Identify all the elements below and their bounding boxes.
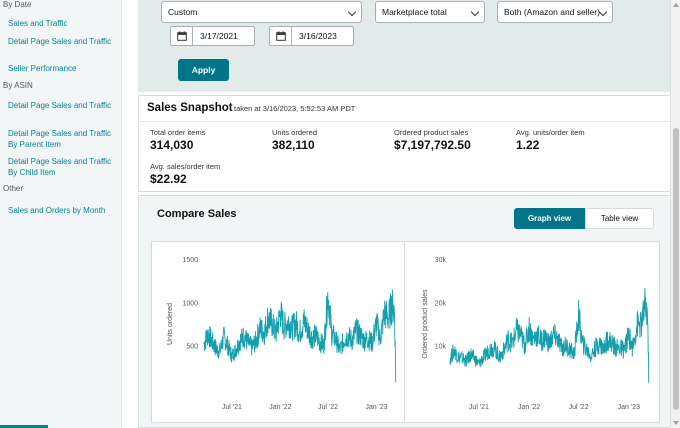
x-tick-label: Jul '22 <box>569 404 589 411</box>
metric-value: $22.92 <box>150 172 187 186</box>
metric-value: 1.22 <box>516 138 540 152</box>
y-tick-label: 30k <box>435 257 447 264</box>
sidebar-heading-other: Other <box>3 184 24 193</box>
metric-total-order-items: Total order items 314,030 <box>150 128 205 152</box>
metric-label: Avg. sales/order item <box>150 162 221 171</box>
x-tick-label: Jul '21 <box>222 404 242 411</box>
ordered-product-sales-chart-svg: 10k 20k 30k Ordered product sales Jul '21 Jan… <box>422 257 650 411</box>
table-view-button[interactable]: Table view <box>585 208 654 229</box>
graph-view-button[interactable]: Graph view <box>514 208 585 229</box>
compare-sales-title: Compare Sales <box>157 208 237 220</box>
sales-breakdown-value: Marketplace total <box>382 7 447 17</box>
metric-value: 382,110 <box>272 138 315 152</box>
metric-units-ordered: Units ordered 382,110 <box>272 128 317 152</box>
metric-label: Avg. units/order item <box>516 128 585 137</box>
metric-ordered-product-sales: Ordered product sales $7,197,792.50 <box>394 128 471 152</box>
sidebar-link-sales-orders-by-month[interactable]: Sales and Orders by Month <box>8 206 106 215</box>
y-tick-label: 20k <box>435 300 447 307</box>
start-date-field[interactable]: 3/17/2021 <box>170 26 255 46</box>
chevron-down-icon <box>347 7 357 17</box>
chevron-down-icon <box>470 7 480 17</box>
calendar-icon[interactable] <box>270 27 292 45</box>
snapshot-title: Sales Snapshot <box>147 102 233 114</box>
y-tick-label: 1000 <box>182 300 198 307</box>
fulfillment-value: Both (Amazon and seller) <box>504 7 600 17</box>
y-axis-label: Ordered product sales <box>422 289 429 359</box>
metric-avg-units-per-order-item: Avg. units/order item 1.22 <box>516 128 585 152</box>
y-tick-label: 10k <box>435 344 447 351</box>
date-range-value: Custom <box>168 7 198 17</box>
metric-label: Ordered product sales <box>394 128 469 137</box>
sidebar-heading-by-asin: By ASIN <box>3 81 33 90</box>
apply-button[interactable]: Apply <box>178 59 229 81</box>
metric-label: Units ordered <box>272 128 318 137</box>
metric-value: 314,030 <box>150 138 194 152</box>
filter-panel: Custom Marketplace total Both (Amazon an… <box>138 0 671 92</box>
main-content: Custom Marketplace total Both (Amazon an… <box>122 0 671 428</box>
series-line <box>203 289 397 383</box>
x-tick-label: Jan '22 <box>269 404 291 411</box>
date-range-select[interactable]: Custom <box>161 1 362 23</box>
x-tick-label: Jan '23 <box>618 404 640 411</box>
chevron-down-icon <box>598 7 608 17</box>
sidebar-link-seller-performance[interactable]: Seller Performance <box>8 64 77 73</box>
sales-snapshot-panel: Sales Snapshot taken at 3/16/2023, 5:52:… <box>138 95 671 192</box>
x-tick-label: Jan '22 <box>518 404 540 411</box>
sidebar-heading-by-date: By Date <box>3 0 32 9</box>
units-ordered-chart: 500 1000 1500 Units ordered Jul '21 Jan '22 Ju… <box>151 241 405 423</box>
x-tick-label: Jul '21 <box>469 404 489 411</box>
sidebar-link-asin-child-item[interactable]: Detail Page Sales and Traffic By Child I… <box>8 157 112 177</box>
page-scrollbar[interactable] <box>670 0 680 428</box>
compare-sales-panel: Compare Sales Graph view Table view 500 1… <box>138 195 671 428</box>
snapshot-timestamp: taken at 3/16/2023, 5:52:53 AM PDT <box>234 104 356 113</box>
start-date-value: 3/17/2021 <box>200 31 238 41</box>
sidebar: By Date Sales and Traffic Detail Page Sa… <box>0 0 122 428</box>
scroll-up-arrow-icon[interactable] <box>673 3 679 7</box>
fulfillment-select[interactable]: Both (Amazon and seller) <box>497 1 613 23</box>
y-tick-label: 500 <box>186 344 198 351</box>
scroll-down-arrow-icon[interactable] <box>673 421 679 425</box>
sidebar-link-asin-detail-page[interactable]: Detail Page Sales and Traffic <box>8 101 112 110</box>
end-date-value: 3/16/2023 <box>299 31 337 41</box>
ordered-product-sales-chart: 10k 20k 30k Ordered product sales Jul '21 Jan… <box>404 241 660 423</box>
y-axis-label: Units ordered <box>167 303 174 345</box>
sidebar-link-detail-page-sales-traffic[interactable]: Detail Page Sales and Traffic <box>8 37 112 46</box>
scroll-thumb[interactable] <box>673 128 679 410</box>
y-tick-label: 1500 <box>182 257 198 264</box>
sales-breakdown-select[interactable]: Marketplace total <box>375 1 485 23</box>
sidebar-link-sales-and-traffic[interactable]: Sales and Traffic <box>8 19 68 28</box>
x-tick-label: Jan '23 <box>365 404 387 411</box>
snapshot-header: Sales Snapshot taken at 3/16/2023, 5:52:… <box>139 96 670 122</box>
calendar-icon[interactable] <box>171 27 193 45</box>
units-ordered-chart-svg: 500 1000 1500 Units ordered Jul '21 Jan '22 Ju… <box>167 257 397 411</box>
metric-avg-sales-per-order-item: Avg. sales/order item $22.92 <box>150 162 220 186</box>
series-line <box>449 287 650 383</box>
x-tick-label: Jul '22 <box>318 404 338 411</box>
sidebar-link-asin-parent-item[interactable]: Detail Page Sales and Traffic By Parent … <box>8 129 112 149</box>
metric-value: $7,197,792.50 <box>394 138 471 152</box>
sidebar-bottom-indicator <box>0 425 48 428</box>
end-date-field[interactable]: 3/16/2023 <box>269 26 354 46</box>
metric-label: Total order items <box>150 128 206 137</box>
